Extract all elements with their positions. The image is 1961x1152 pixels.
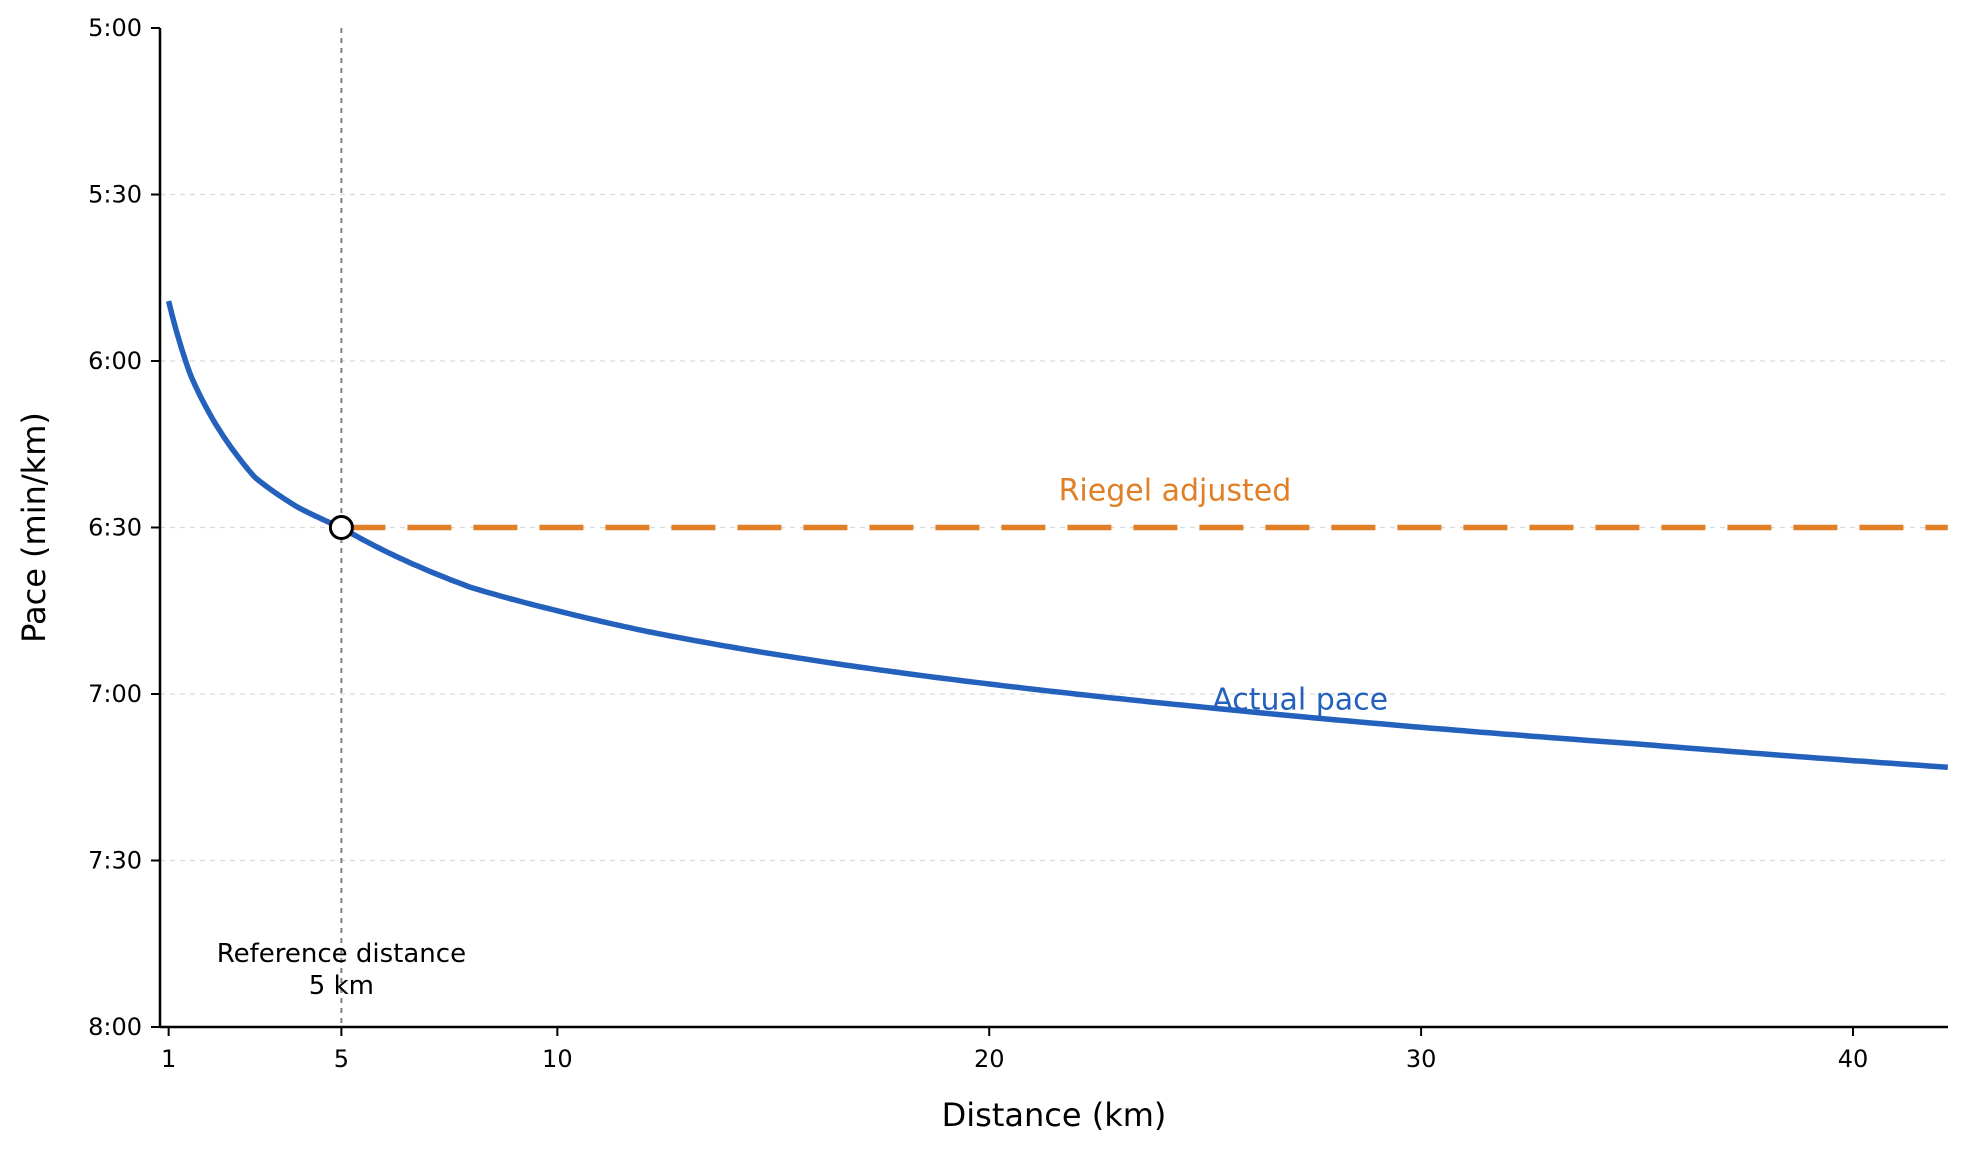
x-tick-label: 5	[334, 1045, 349, 1073]
x-tick-label: 20	[974, 1045, 1005, 1073]
reference-point-marker	[328, 515, 354, 540]
series-group	[165, 300, 1949, 771]
y-tick-label: 7:30	[88, 847, 142, 875]
y-tick-label: 7:00	[88, 680, 142, 708]
actual-pace-label: Actual pace	[1212, 682, 1388, 717]
tick-labels-group: 5:00 5:30 6:00 6:30 7:00 7:30 8:00 1 5 10 20 30 40 Di…	[15, 14, 1868, 1134]
x-tick-label: 40	[1838, 1045, 1869, 1073]
y-tick-label: 8:00	[88, 1013, 142, 1041]
annotations-group: Riegel adjusted Actual pace Reference dist…	[217, 474, 1388, 1002]
x-tick-label: 10	[542, 1045, 573, 1073]
y-tick-label: 6:30	[88, 514, 142, 542]
reference-distance-value: 5 km	[309, 971, 374, 1001]
x-tick-label: 30	[1406, 1045, 1437, 1073]
y-tick-label: 6:00	[88, 347, 142, 375]
x-tick-label: 1	[161, 1045, 176, 1073]
reference-distance-label: Reference distance	[217, 939, 466, 969]
series-line-actual-pace	[165, 300, 1949, 771]
riegel-adjusted-label: Riegel adjusted	[1059, 474, 1292, 509]
y-tick-label: 5:30	[88, 181, 142, 209]
x-axis-title: Distance (km)	[942, 1096, 1167, 1134]
y-axis-title: Pace (min/km)	[15, 412, 53, 643]
y-tick-label: 5:00	[88, 14, 142, 42]
